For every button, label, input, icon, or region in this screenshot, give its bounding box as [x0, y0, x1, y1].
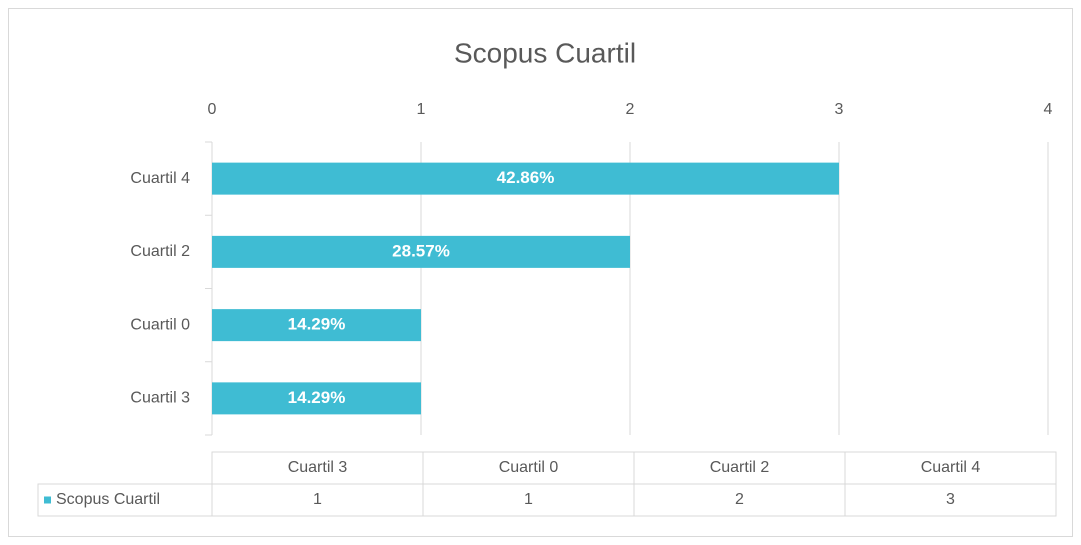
table-value: 1: [313, 491, 322, 508]
bar: [212, 235, 630, 268]
y-tick-label: Cuartil 3: [130, 390, 190, 407]
legend-label: Scopus Cuartil: [56, 491, 160, 508]
data-label: 14.29%: [288, 388, 346, 407]
x-tick-label: 4: [1044, 101, 1053, 118]
table-value: 2: [735, 491, 744, 508]
table-header: Cuartil 3: [288, 459, 348, 476]
table-header: Cuartil 2: [710, 459, 770, 476]
legend-swatch: [44, 496, 51, 504]
chart-title: Scopus Cuartil: [454, 37, 636, 68]
bar: [212, 382, 421, 415]
chart-frame: [8, 8, 1073, 537]
table-value: 3: [946, 491, 955, 508]
y-tick-label: Cuartil 4: [130, 170, 190, 187]
bar: [212, 309, 421, 342]
data-label: 14.29%: [288, 315, 346, 334]
table-value: 1: [524, 491, 533, 508]
table-cell: [37, 483, 213, 517]
x-tick-label: 0: [208, 101, 217, 118]
table-cell: [844, 483, 1057, 517]
table-header: Cuartil 0: [499, 459, 559, 476]
data-label: 28.57%: [392, 241, 450, 260]
x-tick-label: 2: [626, 101, 635, 118]
y-tick-label: Cuartil 2: [130, 243, 190, 260]
x-tick-label: 3: [835, 101, 844, 118]
x-tick-label: 1: [417, 101, 426, 118]
table-header: Cuartil 4: [921, 459, 981, 476]
data-label: 42.86%: [497, 168, 555, 187]
y-tick-label: Cuartil 0: [130, 316, 190, 333]
bar: [212, 162, 839, 195]
